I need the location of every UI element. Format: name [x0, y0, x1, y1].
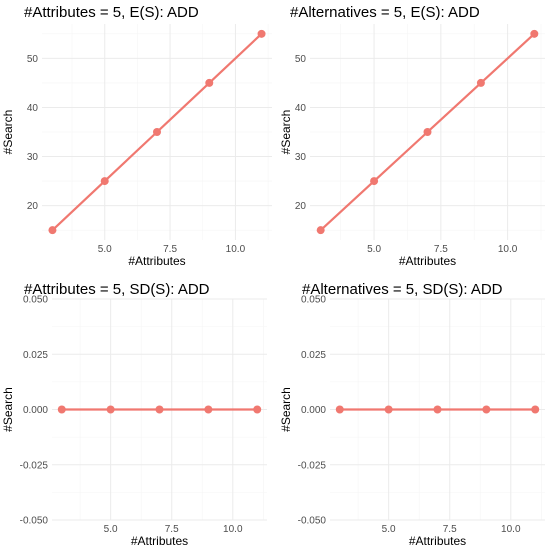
data-point — [253, 405, 262, 414]
y-tick-label: 0.025 — [23, 350, 48, 361]
x-tick-label: 5.0 — [382, 524, 396, 535]
data-point — [530, 29, 539, 38]
x-tick-label: 7.5 — [434, 244, 448, 255]
y-axis-title: #Search — [279, 110, 293, 155]
data-point — [257, 29, 266, 38]
panel-4: #Alternatives = 5, SD(S): ADD 5.0 7.5 10.0 -… — [279, 281, 545, 548]
data-point — [482, 405, 491, 414]
y-tick-label: -0.050 — [298, 516, 327, 527]
x-tick-label: 10.0 — [223, 524, 243, 535]
x-tick-label: 10.0 — [498, 244, 518, 255]
y-tick-label: 0.000 — [301, 405, 326, 416]
y-tick-label: 40 — [27, 103, 39, 114]
data-point — [370, 177, 379, 186]
y-tick-label: 30 — [295, 152, 307, 163]
data-point — [335, 405, 344, 414]
data-point — [316, 226, 325, 235]
y-axis-title: #Search — [279, 387, 293, 432]
x-axis-title: #Attributes — [409, 534, 466, 548]
data-point — [106, 405, 115, 414]
y-tick-label: 20 — [295, 201, 307, 212]
y-tick-label: 0.025 — [301, 350, 326, 361]
y-axis-title: #Search — [1, 110, 15, 155]
y-tick-label: 50 — [295, 54, 307, 65]
chart-title: #Alternatives = 5, E(S): ADD — [290, 4, 480, 21]
x-tick-label: 5.0 — [367, 244, 381, 255]
data-point — [531, 405, 540, 414]
data-point — [205, 78, 214, 87]
y-tick-label: 0.050 — [23, 295, 48, 306]
x-axis-title: #Attributes — [128, 254, 185, 268]
x-axis-title: #Attributes — [399, 254, 456, 268]
y-tick-label: -0.025 — [20, 460, 49, 471]
data-point — [155, 405, 164, 414]
y-tick-label: -0.025 — [298, 460, 327, 471]
panel-3: #Attributes = 5, SD(S): ADD 5.0 7.5 10.0 -0.… — [1, 281, 267, 548]
panel-1: #Attributes = 5, E(S): ADD 5.0 7.5 10.0 20 30… — [1, 4, 272, 268]
data-point — [384, 405, 393, 414]
y-tick-label: 30 — [27, 152, 39, 163]
x-tick-label: 7.5 — [165, 524, 179, 535]
y-axis-title: #Search — [1, 387, 15, 432]
chart-title: #Attributes = 5, E(S): ADD — [24, 4, 199, 21]
x-tick-label: 5.0 — [98, 244, 112, 255]
y-tick-label: 0.050 — [301, 295, 326, 306]
data-point — [100, 177, 109, 186]
data-point — [57, 405, 66, 414]
x-tick-label: 10.0 — [501, 524, 521, 535]
y-tick-label: 20 — [27, 201, 39, 212]
y-tick-label: 50 — [27, 54, 39, 65]
data-point — [433, 405, 442, 414]
chart-title: #Attributes = 5, SD(S): ADD — [24, 281, 210, 298]
y-tick-label: -0.050 — [20, 516, 49, 527]
x-tick-label: 7.5 — [163, 244, 177, 255]
data-point — [153, 128, 161, 136]
data-point — [476, 78, 485, 87]
x-tick-label: 10.0 — [226, 244, 246, 255]
data-point — [48, 226, 57, 235]
x-tick-label: 7.5 — [443, 524, 457, 535]
data-point — [423, 128, 432, 136]
y-tick-label: 0.000 — [23, 405, 48, 416]
y-tick-label: 40 — [295, 103, 307, 114]
data-point — [204, 405, 213, 414]
x-axis-title: #Attributes — [131, 534, 188, 548]
chart-title: #Alternatives = 5, SD(S): ADD — [302, 281, 503, 298]
panel-2: #Alternatives = 5, E(S): ADD 5.0 7.5 10.0 20… — [279, 4, 545, 268]
x-tick-label: 5.0 — [104, 524, 118, 535]
